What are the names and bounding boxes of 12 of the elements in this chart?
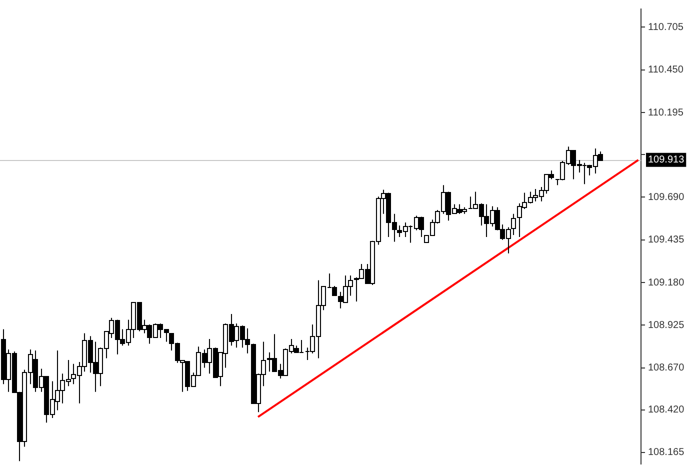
- y-tick-label: 109.690: [648, 192, 685, 203]
- y-tick-label: 109.435: [648, 234, 685, 246]
- ref-line-label: 109.913: [648, 154, 685, 166]
- y-tick-label: 108.420: [648, 404, 685, 416]
- y-tick-label: 110.195: [648, 107, 684, 118]
- y-tick-label: 108.670: [648, 362, 685, 374]
- y-tick-label: 110.705: [648, 22, 684, 33]
- y-tick-label: 109.180: [648, 277, 685, 288]
- y-tick-label: 108.925: [648, 320, 685, 331]
- candlestick: [511, 213, 516, 236]
- y-tick-label: 110.450: [648, 64, 684, 76]
- y-tick-label: 108.165: [648, 447, 685, 458]
